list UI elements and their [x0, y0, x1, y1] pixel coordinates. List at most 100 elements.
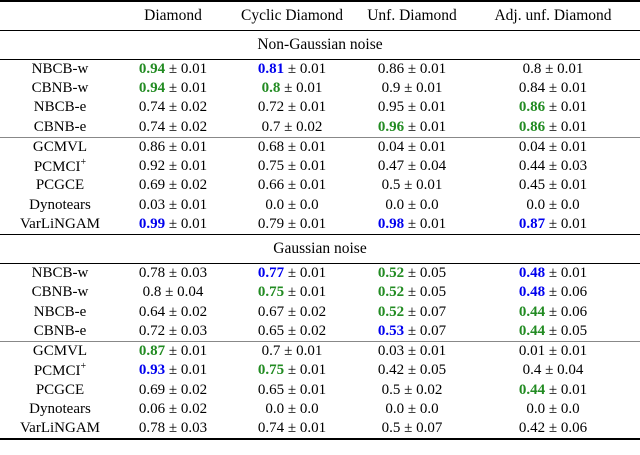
score-value: 0.52: [377, 303, 405, 320]
score-value: 0.94: [138, 60, 166, 77]
score-error: ± 0.01: [165, 60, 208, 77]
score-value: 0.81: [257, 60, 285, 77]
method-label: VarLiNGAM: [20, 420, 100, 437]
value-cell: 0.75 ± 0.01: [226, 157, 358, 177]
score-value: 0.45: [518, 177, 546, 194]
score-error: ± 0.01: [165, 362, 208, 379]
score-error: ± 0.01: [284, 381, 327, 398]
score-error: ± 0.02: [165, 303, 208, 320]
column-header-cyclic-diamond: Cyclic Diamond: [226, 1, 358, 31]
score-value: 0.5: [381, 420, 401, 437]
score-value: 0.75: [257, 157, 285, 174]
value-cell: 0.52 ± 0.05: [358, 283, 466, 303]
value-cell: 0.75 ± 0.01: [226, 283, 358, 303]
score-value: 0.94: [138, 79, 166, 96]
score-error: ± 0.01: [545, 79, 588, 96]
score-value: 0.04: [377, 138, 405, 155]
value-cell: 0.75 ± 0.01: [226, 361, 358, 381]
method-label: Dynotears: [29, 401, 91, 418]
value-cell: 0.0 ± 0.0: [358, 196, 466, 216]
score-value: 0.75: [257, 284, 285, 301]
method-label: GCMVL: [0, 341, 120, 361]
score-error: ± 0.01: [545, 265, 588, 281]
value-cell: 0.95 ± 0.01: [358, 98, 466, 118]
table-row: NBCB-w 0.94 ± 0.01 0.81 ± 0.01 0.86 ± 0.01 0…: [0, 59, 640, 79]
score-error: ± 0.01: [165, 216, 208, 232]
score-value: 0.47: [377, 157, 405, 174]
score-value: 0.0: [526, 196, 546, 213]
score-value: 0.9: [381, 79, 401, 96]
method-label: CBNB-w: [31, 79, 89, 96]
score-value: 0.96: [377, 118, 405, 135]
value-cell: 0.44 ± 0.01: [466, 381, 640, 401]
method-label: NBCB-w: [31, 265, 89, 281]
score-value: 0.44: [518, 303, 546, 320]
table-row: CBNB-e 0.72 ± 0.03 0.65 ± 0.02 0.53 ± 0.07 0…: [0, 322, 640, 342]
score-error: ± 0.01: [400, 177, 443, 194]
score-error: ± 0.01: [284, 362, 327, 379]
section: Non-Gaussian noise NBCB-w 0.94 ± 0.01 0.81 …: [0, 29, 640, 235]
score-error: ± 0.01: [545, 177, 588, 194]
score-value: 0.72: [257, 99, 285, 116]
score-error: ± 0.06: [545, 303, 588, 320]
value-cell: 0.79 ± 0.01: [226, 215, 358, 235]
score-error: ± 0.07: [404, 303, 447, 320]
score-value: 0.0: [526, 401, 546, 418]
value-cell: 0.06 ± 0.02: [120, 400, 226, 420]
score-value: 0.5: [381, 177, 401, 194]
table-row: NBCB-w 0.78 ± 0.03 0.77 ± 0.01 0.52 ± 0.05 0…: [0, 264, 640, 284]
score-value: 0.4: [522, 362, 542, 379]
score-error: ± 0.01: [545, 381, 588, 398]
score-value: 0.69: [138, 381, 166, 398]
table-row: VarLiNGAM 0.99 ± 0.01 0.79 ± 0.01 0.98 ± 0.…: [0, 215, 640, 235]
value-cell: 0.84 ± 0.01: [466, 79, 640, 99]
value-cell: 0.53 ± 0.07: [358, 322, 466, 342]
score-error: ± 0.01: [165, 138, 208, 155]
score-error: ± 0.01: [545, 216, 588, 232]
score-value: 0.72: [138, 323, 166, 339]
score-value: 0.52: [377, 265, 405, 281]
score-error: ± 0.02: [165, 381, 208, 398]
value-cell: 0.52 ± 0.05: [358, 264, 466, 284]
method-label: PCGCE: [35, 381, 85, 398]
table-row: NBCB-e 0.74 ± 0.02 0.72 ± 0.01 0.95 ± 0.01 0…: [0, 98, 640, 118]
value-cell: 0.44 ± 0.05: [466, 322, 640, 342]
table-row: CBNB-w 0.8 ± 0.04 0.75 ± 0.01 0.52 ± 0.05 0.…: [0, 283, 640, 303]
score-error: ± 0.01: [545, 138, 588, 155]
value-cell: 0.69 ± 0.02: [120, 176, 226, 196]
table-row: PCMCI+ 0.93 ± 0.01 0.75 ± 0.01 0.42 ± 0.05 0…: [0, 361, 640, 381]
table-row: NBCB-e 0.64 ± 0.02 0.67 ± 0.02 0.52 ± 0.07 0…: [0, 303, 640, 323]
value-cell: 0.8 ± 0.01: [226, 79, 358, 99]
section: Gaussian noise NBCB-w 0.78 ± 0.03 0.77 ± 0.…: [0, 234, 640, 440]
value-cell: 0.86 ± 0.01: [466, 118, 640, 138]
score-value: 0.8: [522, 60, 542, 77]
value-cell: 0.42 ± 0.06: [466, 420, 640, 440]
method-label: PCMCI+: [33, 361, 87, 380]
table-row: Dynotears 0.06 ± 0.02 0.0 ± 0.0 0.0 ± 0.0 0.…: [0, 400, 640, 420]
score-error: ± 0.01: [284, 99, 327, 116]
score-value: 0.01: [518, 343, 546, 359]
score-error: ± 0.01: [165, 157, 208, 174]
value-cell: 0.86 ± 0.01: [358, 59, 466, 79]
table-row: PCMCI+ 0.92 ± 0.01 0.75 ± 0.01 0.47 ± 0.04 0…: [0, 157, 640, 177]
score-value: 0.42: [377, 362, 405, 379]
score-value: 0.48: [518, 265, 546, 281]
score-value: 0.87: [518, 216, 546, 232]
value-cell: 0.5 ± 0.01: [358, 176, 466, 196]
value-cell: 0.52 ± 0.07: [358, 303, 466, 323]
score-value: 0.52: [377, 284, 405, 301]
value-cell: 0.66 ± 0.01: [226, 176, 358, 196]
value-cell: 0.5 ± 0.07: [358, 420, 466, 440]
method-label: NBCB-e: [33, 303, 87, 320]
score-error: ± 0.0: [404, 196, 439, 213]
score-error: ± 0.05: [404, 265, 447, 281]
section-title: Non-Gaussian noise: [0, 29, 640, 60]
score-error: ± 0.01: [284, 177, 327, 194]
score-value: 0.86: [518, 99, 546, 116]
score-value: 0.98: [377, 216, 405, 232]
score-value: 0.78: [138, 265, 166, 281]
value-cell: 0.04 ± 0.01: [466, 136, 640, 157]
score-value: 0.04: [518, 138, 546, 155]
score-error: ± 0.0: [545, 401, 580, 418]
score-error: ± 0.01: [404, 216, 447, 232]
